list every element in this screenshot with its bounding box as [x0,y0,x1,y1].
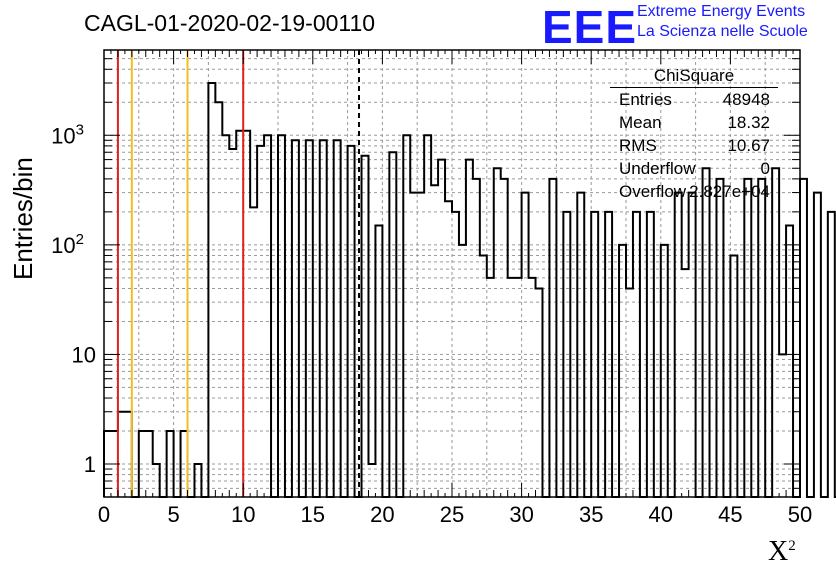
stats-title: ChiSquare [610,66,778,88]
organization-line2: La Scienza nelle Scuole [637,23,808,40]
y-tick-label-sup: 3 [76,121,84,138]
x-tick-label: 5 [167,502,179,527]
stats-key: RMS [619,136,657,155]
page-title: CAGL-01-2020-02-19-00110 [84,10,376,36]
x-tick-label: 35 [579,502,603,527]
stats-box: ChiSquare Entries 48948 Mean 18.32 RMS 10.6… [610,66,778,205]
histogram-series [103,81,836,498]
x-tick-label: 10 [231,502,255,527]
y-tick-label: 103 [51,121,84,148]
x-tick-label: 15 [301,502,325,527]
y-tick-label: 1 [84,452,96,477]
stats-key: Overflow [619,182,687,201]
stats-row-rms: RMS 10.67 [610,136,778,159]
x-axis-label: X2 [768,536,796,568]
x-tick-label: 45 [718,502,742,527]
x-axis-label-sup: 2 [788,538,796,554]
stats-value: 18.32 [727,113,770,132]
stats-value: 10.67 [727,136,770,155]
x-tick-label: 30 [509,502,533,527]
stats-row-mean: Mean 18.32 [610,113,778,136]
stats-row-entries: Entries 48948 [610,90,778,113]
y-tick-label-sup: 2 [76,231,84,248]
stats-value: 48948 [722,90,770,109]
y-tick-label: 10 [72,342,96,367]
stats-value: 0 [760,159,770,178]
stats-key: Underflow [619,159,696,178]
y-tick-label: 102 [51,231,84,258]
x-tick-label: 50 [788,502,812,527]
organization-line1: Extreme Energy Events [637,3,806,20]
x-tick-label: 0 [98,502,110,527]
stats-row-underflow: Underflow 0 [610,159,778,182]
x-axis-label-base: X [768,536,789,567]
stats-key: Mean [619,113,662,132]
stats-key: Entries [619,90,672,109]
x-tick-label: 20 [370,502,394,527]
eee-logo: EEE [542,1,638,53]
x-tick-label: 40 [649,502,673,527]
stats-value: 2.827e+04 [689,182,770,201]
stats-row-overflow: Overflow 2.827e+04 [610,182,778,205]
x-tick-label: 25 [440,502,464,527]
y-axis-label: Entries/bin [8,157,38,280]
